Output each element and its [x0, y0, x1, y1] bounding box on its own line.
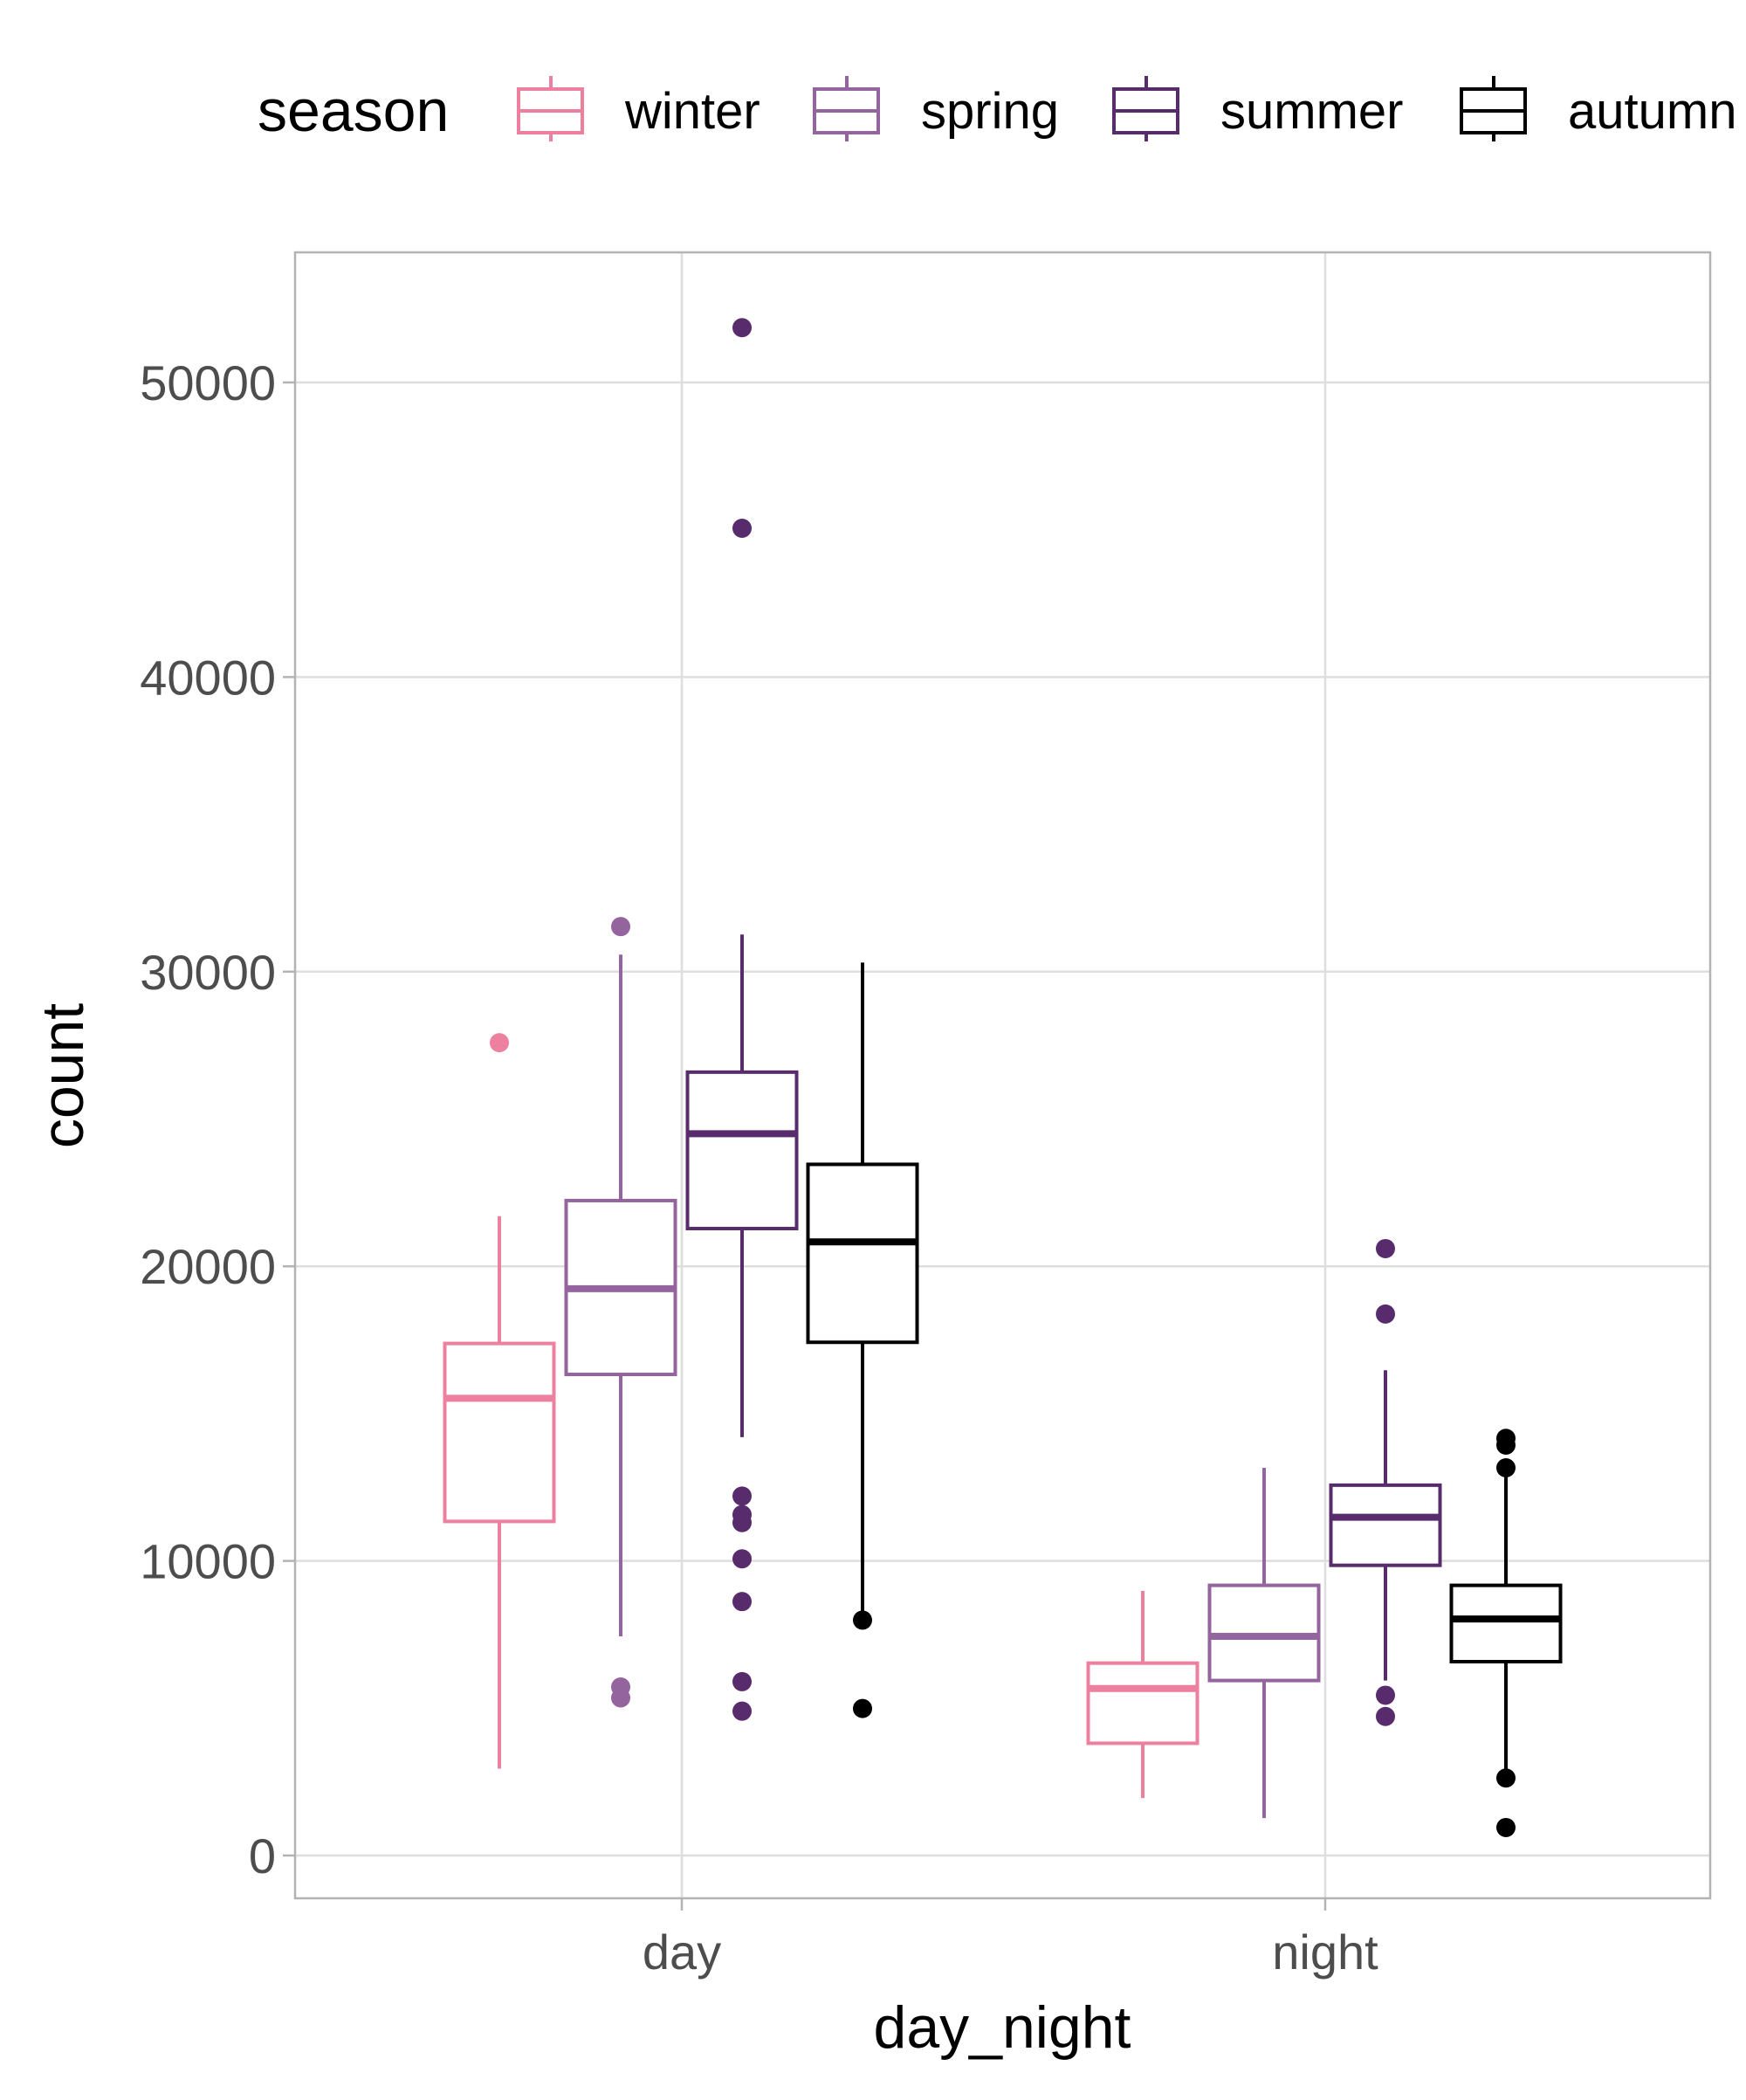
- outlier-point: [732, 1701, 752, 1721]
- outlier-point: [1496, 1457, 1516, 1477]
- plot-marks: [443, 318, 1563, 1837]
- x-tick-label: night: [1272, 1924, 1378, 1980]
- legend-item-spring: spring: [813, 76, 1059, 141]
- y-tick-label: 20000: [140, 1239, 276, 1294]
- x-axis-title: day_night: [874, 1994, 1131, 2061]
- box-autumn-night: [1449, 1429, 1563, 1837]
- box-iqr: [1449, 1583, 1563, 1663]
- panel-border: [293, 251, 1712, 1900]
- box-iqr: [685, 1070, 799, 1231]
- box-winter-night: [1086, 1591, 1200, 1799]
- y-tick-label: 40000: [140, 650, 276, 705]
- box-iqr: [1086, 1661, 1200, 1745]
- box-autumn-day: [806, 962, 919, 1718]
- legend-label: winter: [624, 83, 760, 140]
- legend-item-winter: winter: [517, 76, 760, 141]
- outlier-point: [732, 1671, 752, 1691]
- outlier-point: [1496, 1768, 1516, 1788]
- legend-title: season: [258, 78, 449, 144]
- outlier-point: [1376, 1304, 1395, 1324]
- outlier-point: [732, 318, 752, 338]
- box-iqr: [1329, 1483, 1442, 1567]
- y-tick-label: 0: [249, 1828, 276, 1883]
- box-spring-day: [564, 917, 677, 1708]
- box-iqr: [443, 1341, 556, 1524]
- legend-item-autumn: autumn: [1460, 76, 1736, 141]
- legend-label: summer: [1220, 83, 1403, 140]
- outlier-point: [732, 1549, 752, 1569]
- legend-label: spring: [921, 83, 1059, 140]
- axes: 0 10000 20000 30000 40000 50000 day night: [140, 355, 1378, 1980]
- outlier-point: [1496, 1436, 1516, 1456]
- y-tick-label: 50000: [140, 355, 276, 410]
- box-spring-night: [1207, 1467, 1321, 1819]
- outlier-point: [853, 1610, 872, 1630]
- box-winter-day: [443, 1033, 556, 1769]
- y-axis-title: count: [30, 1003, 96, 1148]
- outlier-point: [732, 519, 752, 539]
- outlier-point: [1376, 1238, 1395, 1258]
- outlier-point: [1376, 1685, 1395, 1705]
- outlier-point: [732, 1592, 752, 1612]
- gridlines: [295, 252, 1710, 1898]
- outlier-point: [1496, 1817, 1516, 1837]
- outlier-point: [732, 1486, 752, 1506]
- x-tick-label: day: [643, 1924, 721, 1980]
- legend-label: autumn: [1568, 83, 1736, 140]
- box-summer-night: [1329, 1238, 1442, 1726]
- y-tick-label: 10000: [140, 1534, 276, 1589]
- outlier-point: [732, 1512, 752, 1532]
- box-iqr: [806, 1162, 919, 1345]
- outlier-point: [853, 1698, 872, 1718]
- outlier-point: [611, 1688, 630, 1708]
- outlier-point: [490, 1033, 509, 1053]
- legend: season winter spring summer autumn: [258, 76, 1736, 144]
- legend-item-summer: summer: [1112, 76, 1403, 141]
- y-tick-label: 30000: [140, 945, 276, 1000]
- outlier-point: [611, 917, 630, 937]
- outlier-point: [1376, 1706, 1395, 1726]
- box-summer-day: [685, 318, 799, 1721]
